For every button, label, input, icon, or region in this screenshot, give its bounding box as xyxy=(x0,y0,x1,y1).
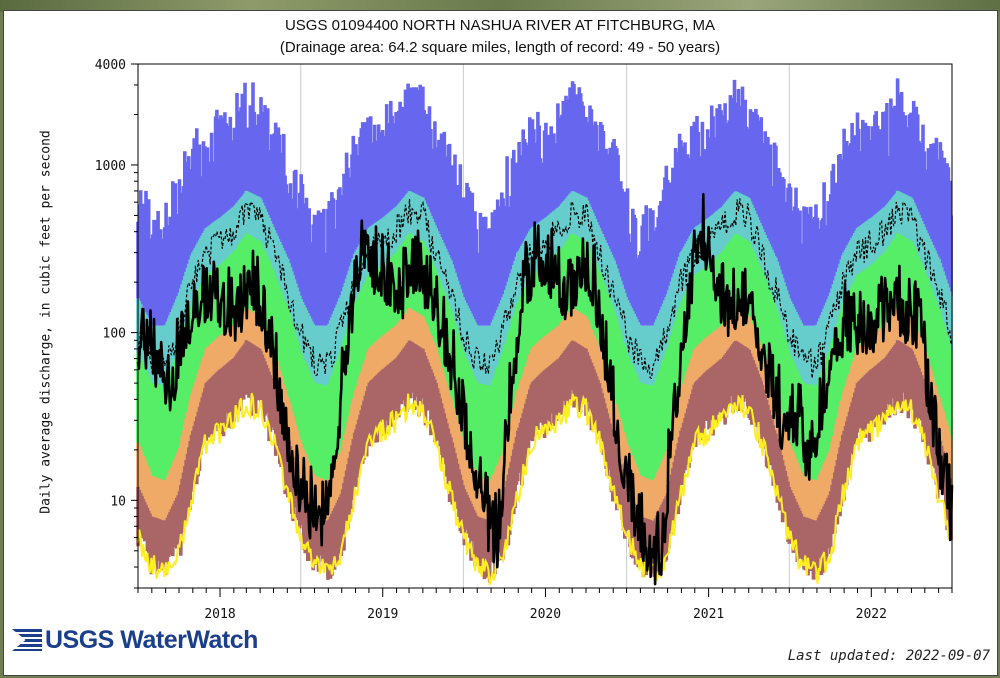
last-updated: Last updated: 2022-09-07 xyxy=(787,648,990,664)
x-tick-label: 2018 xyxy=(204,607,235,622)
y-tick-label: 10 xyxy=(110,494,126,509)
x-tick-label: 2020 xyxy=(530,607,561,622)
observed-discharge-line xyxy=(136,193,954,586)
min-edge-line xyxy=(137,392,952,586)
x-tick-label: 2021 xyxy=(693,607,724,622)
median-line xyxy=(137,198,952,379)
x-tick-label: 2019 xyxy=(367,607,398,622)
logo-text: USGS WaterWatch xyxy=(45,625,258,654)
chart-subtitle: (Drainage area: 64.2 square miles, lengt… xyxy=(279,39,721,56)
x-tick-label: 2022 xyxy=(856,607,887,622)
y-tick-label: 100 xyxy=(103,327,126,342)
usgs-logo-icon xyxy=(12,629,42,651)
y-tick-label: 4000 xyxy=(95,58,126,73)
chart-title: USGS 01094400 NORTH NASHUA RIVER AT FITC… xyxy=(284,17,716,34)
background-strip xyxy=(0,0,1000,12)
y-tick-label: 1000 xyxy=(95,159,126,174)
usgs-waterwatch-logo[interactable]: USGS WaterWatch xyxy=(12,625,258,655)
